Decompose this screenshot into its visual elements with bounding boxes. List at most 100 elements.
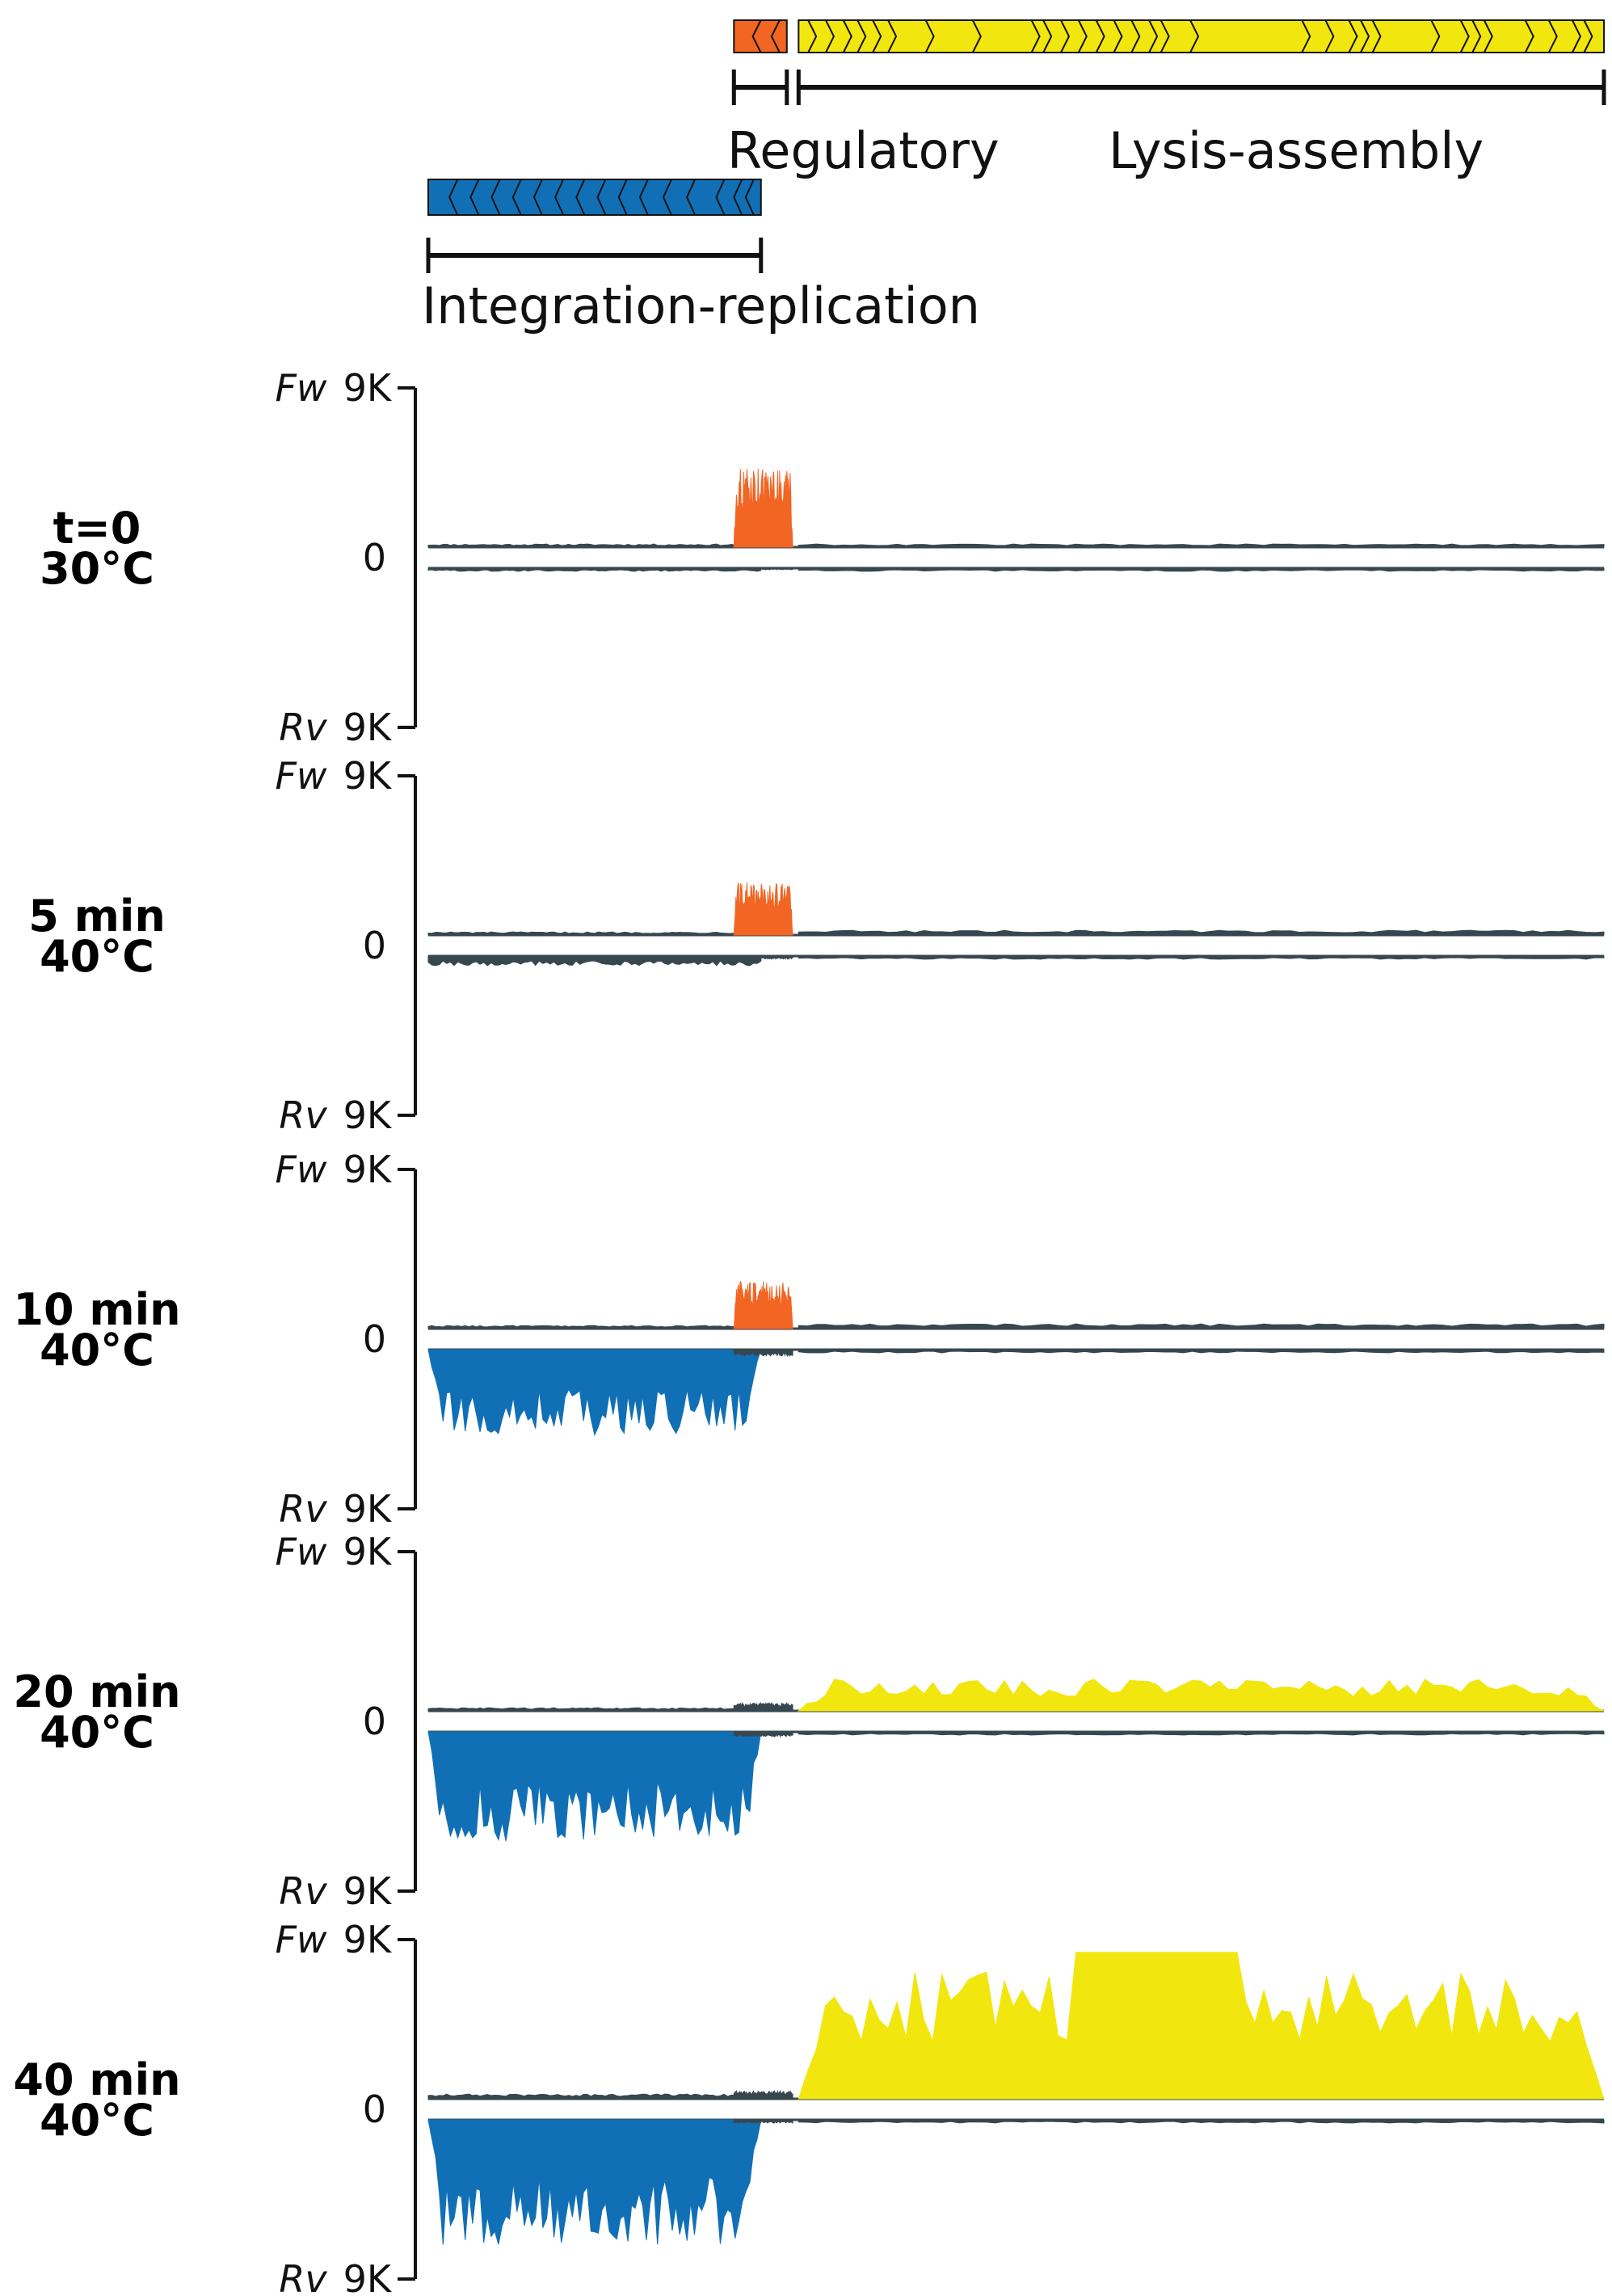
condition-temp: 30°C [40,543,154,594]
lysis_assembly-gene-arrow [1583,19,1593,53]
condition-time: t=0 [53,503,141,554]
tick-top: 9K [343,1530,393,1573]
condition-temp: 40°C [40,1707,154,1758]
integration_replication-gene-arrow [596,179,607,216]
tick-bottom: 9K [343,1487,393,1531]
forward-coverage-integration_replication [427,1707,762,1712]
forward-coverage-regulatory [733,882,793,936]
lysis_assembly-gene-arrow [1148,19,1159,53]
strand-rv: Rv [279,1093,327,1137]
strand-rv: Rv [279,1487,327,1531]
y-label-top: Fw 9K [275,1530,392,1573]
y-label-top: Fw 9K [275,754,392,798]
reverse-coverage-integration_replication [427,1731,762,1842]
lysis_assembly-gene-arrow [1524,19,1534,53]
condition-temp: 40°C [40,1325,154,1375]
tick-bottom: 9K [343,2257,393,2296]
y-label-zero: 0 [363,1317,386,1361]
condition-time: 5 min [28,891,166,942]
reverse-coverage-lysis_assembly [798,1731,1605,1736]
integration_replication-gene-arrow [617,179,628,216]
lysis_assembly-gene-arrow [1459,19,1470,53]
forward-coverage-integration_replication [427,931,762,936]
panel-4: Fw 9K 0 Rv 9K 40 min 40°C [13,1918,1605,2296]
lysis_assembly-gene-arrow [842,19,852,53]
panel-2: Fw 9K 0 Rv 9K 10 min 40°C [13,1148,1605,1531]
strand-fw: Fw [275,1918,326,1961]
forward-coverage-regulatory [733,2089,793,2100]
condition-label: 10 min 40°C [13,1284,180,1375]
integration_replication-gene-arrow [744,179,755,216]
lysis_assembly-gene-arrow [1360,19,1370,53]
reverse-coverage-integration_replication [427,2119,762,2245]
condition-temp: 40°C [40,931,154,982]
y-label-bottom: Rv 9K [279,1487,392,1531]
reverse-coverage-lysis_assembly [798,567,1605,572]
forward-coverage-lysis_assembly [798,929,1605,936]
reverse-coverage-lysis_assembly [798,955,1605,960]
tick-bottom: 9K [343,1093,393,1137]
condition-temp: 40°C [40,2095,154,2146]
lysis_assembly-gene-arrow [1030,19,1041,53]
strand-rv: Rv [279,1869,327,1913]
lysis_assembly-gene-arrow [1301,19,1311,53]
integration_replication-gene-arrow [490,179,501,216]
lysis_assembly-gene-arrow [1371,19,1382,53]
forward-coverage-integration_replication [427,543,762,548]
panel-0: Fw 9K 0 Rv 9K t=0 30°C [40,366,1605,749]
lysis_assembly-gene-arrow [1430,19,1441,53]
region-label-integration-replication: Integration-replication [422,276,980,335]
y-label-bottom: Rv 9K [279,1093,392,1137]
integration_replication-gene-arrow [662,179,672,216]
integration_replication-gene-arrow [715,179,726,216]
condition-label: t=0 30°C [40,503,154,594]
lysis_assembly-gene-arrow [1113,19,1123,53]
integration_replication-gene-arrow [448,179,459,216]
forward-coverage-integration_replication [427,1325,762,1329]
lysis_assembly-gene-arrow [872,19,882,53]
lysis_assembly-gene-arrow [1189,19,1200,53]
lysis_assembly-gene-arrow [1324,19,1335,53]
tick-top: 9K [343,1148,393,1191]
lysis_assembly-gene-arrow [1130,19,1141,53]
y-label-bottom: Rv 9K [279,1869,392,1913]
y-label-zero: 0 [363,1700,386,1743]
region-label-regulatory: Regulatory [727,121,1000,180]
forward-coverage-regulatory [733,469,793,548]
strand-fw: Fw [275,754,326,798]
lysis_assembly-gene-arrow [857,19,867,53]
lysis_assembly-gene-arrow [1077,19,1088,53]
tick-top: 9K [343,366,393,410]
reverse-coverage-integration_replication [427,567,762,572]
reverse-coverage-regulatory [733,1731,793,1738]
integration_replication-gene-arrow [511,179,522,216]
regulatory-gene-track [733,19,788,53]
reverse-coverage-regulatory [733,955,793,960]
integration_replication-gene-arrow [638,179,649,216]
strand-fw: Fw [275,1530,326,1573]
reverse-coverage-integration_replication [427,955,762,967]
lysis_assembly-gene-arrow [1483,19,1493,53]
panel-3: Fw 9K 0 Rv 9K 20 min 40°C [13,1530,1605,1913]
integration_replication-gene-arrow [532,179,543,216]
lysis_assembly-gene-arrow [1060,19,1071,53]
condition-time: 20 min [13,1666,180,1717]
reverse-coverage-regulatory [733,1349,793,1358]
forward-coverage-lysis_assembly [797,1679,1605,1712]
tick-top: 9K [343,754,393,798]
y-label-zero: 0 [363,2087,386,2131]
integration_replication-gene-arrow [554,179,565,216]
y-label-top: Fw 9K [275,366,392,410]
reverse-coverage-integration_replication [427,1349,762,1437]
lysis_assembly-gene-arrow [887,19,898,53]
lysis_assembly-gene-arrow [1547,19,1558,53]
lysis_assembly-gene-arrow [807,19,818,53]
lysis_assembly-gene-arrow [1160,19,1170,53]
reverse-coverage-lysis_assembly [798,1349,1605,1354]
condition-label: 20 min 40°C [13,1666,180,1758]
y-label-bottom: Rv 9K [279,706,392,749]
condition-label: 40 min 40°C [13,2054,180,2146]
lysis_assembly-gene-arrow [924,19,935,53]
